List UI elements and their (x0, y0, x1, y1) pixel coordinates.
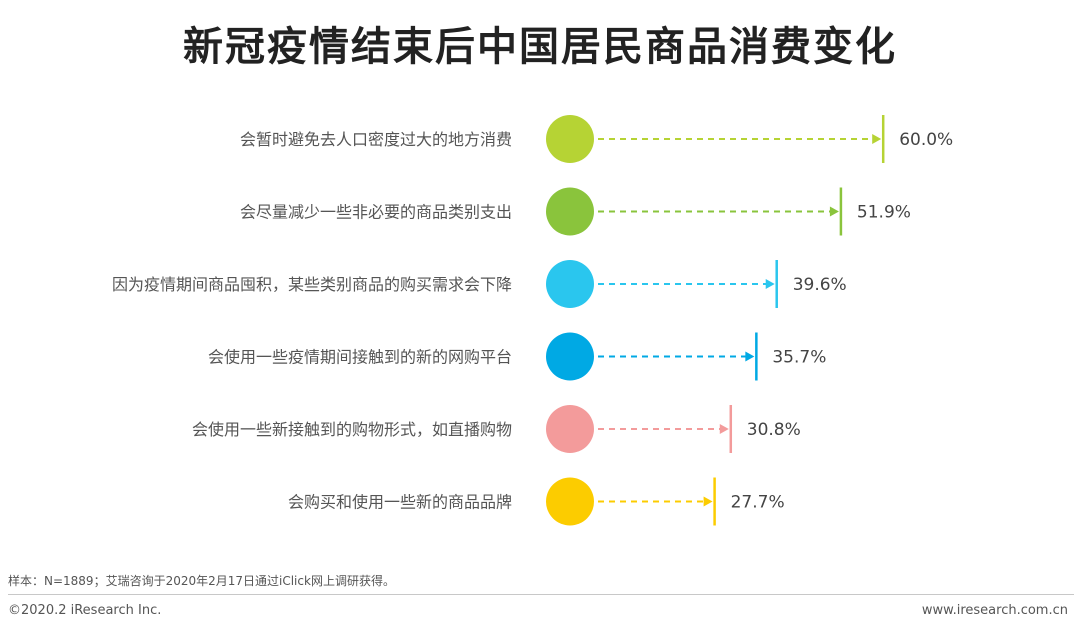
arrow-head (829, 206, 839, 217)
category-label: 会尽量减少一些非必要的商品类别支出 (240, 203, 512, 222)
footer-divider (8, 594, 1074, 595)
category-label: 会购买和使用一些新的商品品牌 (288, 493, 512, 512)
category-dot (546, 115, 594, 163)
value-label: 27.7% (731, 493, 785, 513)
category-label: 因为疫情期间商品囤积，某些类别商品的购买需求会下降 (112, 275, 512, 294)
category-dot (546, 405, 594, 453)
value-label: 30.8% (747, 420, 801, 440)
category-label: 会使用一些新接触到的购物形式，如直播购物 (192, 420, 512, 439)
category-dot (546, 260, 594, 308)
website-link[interactable]: www.iresearch.com.cn (921, 603, 1068, 618)
category-dot (546, 477, 594, 526)
category-label: 会使用一些疫情期间接触到的新的网购平台 (208, 348, 512, 367)
arrow-head (765, 279, 775, 289)
arrow-head (745, 351, 755, 362)
copyright-text: ©2020.2 iResearch Inc. (8, 603, 162, 618)
arrow-head (719, 424, 729, 434)
arrow-head (872, 134, 882, 144)
category-label: 会暂时避免去人口密度过大的地方消费 (240, 130, 512, 149)
value-label: 60.0% (899, 130, 953, 150)
chart-title: 新冠疫情结束后中国居民商品消费变化 (183, 24, 897, 70)
value-label: 51.9% (857, 203, 911, 223)
sample-note: 样本：N=1889；艾瑞咨询于2020年2月17日通过iClick网上调研获得。 (8, 574, 395, 588)
category-dot (546, 187, 594, 236)
dot-arrow-chart: 会暂时避免去人口密度过大的地方消费 60.0% 会尽量减少一些非必要的商品类别支出 5… (112, 115, 953, 526)
value-label: 35.7% (772, 348, 826, 368)
category-dot (546, 332, 594, 381)
value-label: 39.6% (793, 275, 847, 295)
arrow-head (703, 496, 713, 507)
